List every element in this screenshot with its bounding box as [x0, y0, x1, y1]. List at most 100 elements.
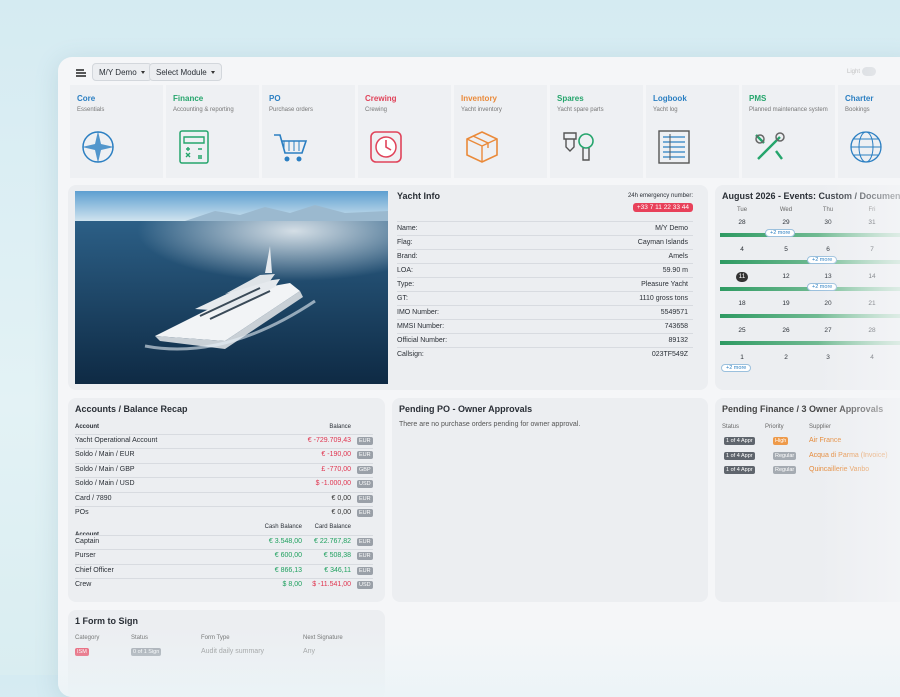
module-name: Charter: [845, 94, 874, 103]
module-name: Finance: [173, 94, 204, 103]
panel-title: Yacht Info: [397, 191, 441, 201]
module-icon: [658, 130, 690, 164]
module-tile[interactable]: Logbook Yacht log: [646, 85, 739, 178]
priority-badge: Regular: [773, 466, 797, 474]
panel-title: Accounts / Balance Recap: [75, 404, 188, 414]
module-icon: [179, 130, 209, 164]
module-tile[interactable]: Inventory Yacht inventory: [454, 85, 547, 178]
balance: £ -770,00: [321, 465, 351, 473]
module-tile[interactable]: Crewing Crewing: [358, 85, 451, 178]
emergency-number: +33 7 11 22 33 44: [632, 203, 693, 212]
day-number: 5: [784, 246, 788, 253]
day-number: 2: [784, 354, 788, 361]
col-header: Status: [722, 424, 740, 430]
theme-label: Light: [847, 69, 861, 75]
cash-balance: € 866,13: [274, 566, 302, 574]
cash-balance: $ 8,00: [282, 581, 302, 589]
module-tile[interactable]: PO Purchase orders: [262, 85, 355, 178]
account-name: Captain: [75, 538, 100, 545]
field-label: Type:: [397, 281, 415, 288]
day-number: 30: [824, 219, 832, 226]
module-tile[interactable]: Core Essentials: [70, 85, 163, 178]
balance: € 0,00: [331, 494, 351, 502]
panel-title: August 2026 - Events: Custom / Document: [722, 191, 900, 201]
module-tile[interactable]: Spares Yacht spare parts: [550, 85, 643, 178]
row-divider: [75, 491, 373, 493]
card-balance: $ -11.541,00: [312, 581, 351, 589]
col-header: Form Type: [201, 635, 230, 641]
currency-badge: EUR: [357, 509, 373, 517]
status-badge[interactable]: 1 of 4 Appr: [724, 466, 755, 474]
more-pill[interactable]: +2 more: [807, 256, 838, 264]
module-dropdown[interactable]: Select Module: [149, 63, 222, 81]
balance: € -729.709,43: [307, 437, 351, 444]
yacht-photo: [75, 191, 388, 384]
account-name: Purser: [75, 552, 96, 560]
currency-badge: EUR: [357, 494, 373, 503]
module-tile[interactable]: Finance Accounting & reporting: [166, 85, 259, 178]
module-name: Inventory: [461, 94, 498, 103]
status-badge[interactable]: 1 of 4 Appr: [724, 451, 755, 460]
day-number: 7: [870, 246, 874, 253]
page: M/Y Demo Select Module Light Yacht Info 2…: [0, 0, 900, 675]
panel-title: Pending PO - Owner Approvals: [399, 404, 533, 414]
empty-message: There are no purchase orders pending for…: [399, 421, 581, 428]
account-name: Chief Officer: [75, 566, 114, 574]
field-label: Name:: [397, 225, 418, 232]
form-type[interactable]: Audit daily summary: [201, 648, 265, 655]
pending-finance-panel: Pending Finance / 3 Owner Approvals Statu…: [715, 398, 900, 602]
supplier: Air France: [809, 437, 842, 444]
more-pill[interactable]: +2 more: [765, 229, 796, 237]
account-name: Yacht Operational Account: [75, 437, 158, 444]
col-header: Next Signature: [303, 635, 343, 641]
field-label: Callsign:: [397, 351, 424, 358]
day-number: 4: [740, 246, 744, 253]
row-divider: [397, 235, 693, 236]
row-divider: [397, 305, 693, 306]
day-number: 18: [738, 300, 746, 307]
status-badge[interactable]: 1 of 4 Appr: [724, 437, 755, 445]
col-header: Priority: [765, 424, 784, 430]
module-name: Spares: [557, 94, 584, 103]
field-label: Brand:: [397, 253, 418, 260]
cash-balance: € 3.548,00: [268, 538, 302, 545]
module-tile[interactable]: PMS Planned maintenance system: [742, 85, 835, 178]
card-balance: € 346,11: [324, 566, 351, 574]
weekday: Tue: [736, 207, 748, 213]
row-divider: [75, 549, 373, 551]
module-desc: Planned maintenance system: [749, 107, 828, 113]
module-tile[interactable]: Charter Bookings: [838, 85, 900, 178]
currency-badge: EUR: [357, 566, 373, 575]
module-desc: Essentials: [77, 107, 105, 113]
day-number: 27: [824, 327, 832, 334]
field-value: M/Y Demo: [655, 225, 688, 232]
theme-toggle[interactable]: [862, 67, 876, 76]
module-desc: Crewing: [365, 107, 388, 113]
module-name: PMS: [749, 94, 767, 103]
more-pill[interactable]: +2 more: [721, 364, 752, 372]
row-divider: [75, 506, 373, 507]
col-header: Balance: [329, 424, 351, 430]
currency-badge: EUR: [357, 538, 373, 546]
row-divider: [397, 277, 693, 278]
col-header: Cash Balance: [264, 524, 302, 530]
day-number: 21: [868, 300, 876, 307]
day-number: 28: [738, 219, 746, 226]
status-badge: 0 of 1 Sign: [131, 648, 162, 656]
row-divider: [397, 291, 693, 292]
field-label: Flag:: [397, 239, 413, 246]
pending-po-panel: Pending PO - Owner Approvals There are n…: [392, 398, 708, 602]
day-number: 20: [824, 300, 832, 307]
module-desc: Bookings: [845, 107, 870, 113]
module-name: Logbook: [653, 94, 687, 103]
field-label: GT:: [397, 295, 408, 302]
day-number: 11: [736, 272, 748, 282]
day-number: 13: [824, 273, 832, 280]
day-number: 1: [740, 354, 744, 361]
more-pill[interactable]: +2 more: [807, 283, 838, 291]
menu-icon[interactable]: [75, 67, 87, 79]
day-number: 19: [782, 300, 790, 307]
module-name: Crewing: [365, 94, 397, 103]
module-name: PO: [269, 94, 281, 103]
vessel-dropdown[interactable]: M/Y Demo: [92, 63, 152, 81]
